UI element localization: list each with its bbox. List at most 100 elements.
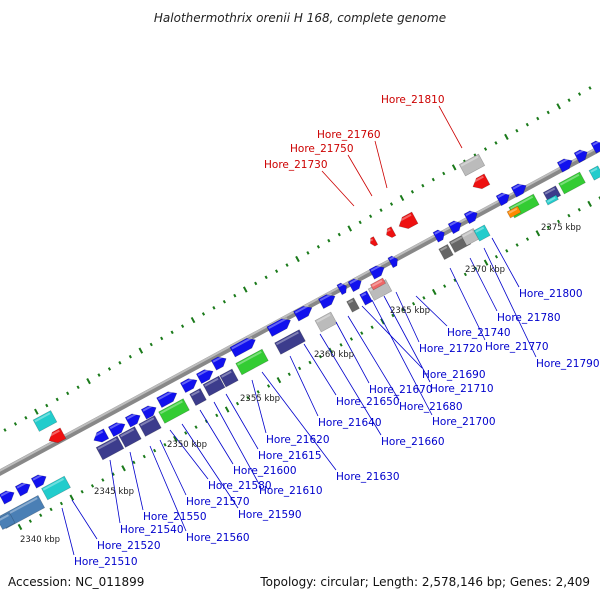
operon-gene — [542, 185, 562, 203]
gene-label[interactable]: Hore_21780 — [497, 312, 561, 324]
leader-line — [347, 154, 373, 197]
gene-label-highlighted[interactable]: Hore_21730 — [264, 159, 328, 171]
gene-label[interactable]: Hore_21615 — [258, 450, 322, 462]
minor-tick — [24, 415, 28, 420]
gene-label[interactable]: Hore_21800 — [519, 288, 583, 300]
gene-label[interactable]: Hore_21720 — [419, 343, 483, 355]
gene-label[interactable]: Hore_21660 — [381, 436, 445, 448]
leader-line — [438, 105, 463, 149]
gene-label[interactable]: Hore_21680 — [399, 401, 463, 413]
leader-line — [61, 507, 75, 556]
minor-tick — [525, 237, 530, 241]
forward-gene — [210, 355, 227, 371]
minor-tick — [410, 190, 415, 194]
kbp-label: 2360 kbp — [314, 350, 354, 360]
forward-gene — [510, 182, 527, 198]
highlight-gene — [47, 427, 67, 444]
gene-label[interactable]: Hore_21620 — [266, 434, 330, 446]
genome-summary-text: Topology: circular; Length: 2,578,146 bp… — [259, 575, 590, 589]
forward-gene — [124, 412, 141, 428]
major-tick — [504, 133, 509, 140]
rna-gene — [158, 398, 190, 424]
gene-label[interactable]: Hore_21740 — [447, 327, 511, 339]
gene-label[interactable]: Hore_21580 — [208, 480, 272, 492]
gene-label-highlighted[interactable]: Hore_21760 — [317, 129, 381, 141]
kbp-label: 2340 kbp — [20, 535, 60, 545]
minor-tick — [577, 207, 581, 212]
major-tick — [242, 286, 248, 293]
gene-label[interactable]: Hore_21600 — [233, 465, 297, 477]
gene-label[interactable]: Hore_21630 — [336, 471, 400, 483]
rna-gene — [473, 224, 491, 242]
gene-label[interactable]: Hore_21590 — [238, 509, 302, 521]
operon-gene — [118, 426, 142, 448]
operon-gene — [138, 415, 162, 437]
minor-tick — [132, 460, 136, 465]
leader-line — [225, 393, 259, 450]
minor-tick — [80, 489, 84, 494]
minor-tick — [306, 251, 310, 255]
minor-tick — [256, 390, 260, 394]
gene-label[interactable]: Hore_21570 — [186, 496, 250, 508]
minor-tick — [411, 301, 416, 306]
forward-gene — [556, 157, 573, 173]
gene-label[interactable]: Hore_21710 — [430, 383, 494, 395]
leader-line — [335, 321, 370, 384]
minor-tick — [235, 401, 240, 406]
minor-tick — [287, 372, 291, 377]
rna-gene — [41, 475, 71, 501]
minor-tick — [28, 519, 32, 523]
leader-line — [483, 247, 537, 358]
gene-label-highlighted[interactable]: Hore_21810 — [381, 94, 445, 106]
gene-label[interactable]: Hore_21540 — [120, 524, 184, 536]
minor-tick — [505, 249, 509, 253]
forward-gene — [432, 229, 445, 243]
major-tick — [431, 288, 437, 296]
major-tick — [86, 378, 91, 385]
gene-label[interactable]: Hore_21640 — [318, 417, 382, 429]
gene-label[interactable]: Hore_21670 — [369, 384, 433, 396]
gene-label[interactable]: Hore_21560 — [186, 532, 250, 544]
minor-tick — [358, 220, 362, 225]
minor-tick — [463, 272, 467, 277]
gene-label[interactable]: Hore_21550 — [143, 511, 207, 523]
highlight-gene — [397, 211, 419, 229]
gene-label[interactable]: Hore_21510 — [74, 556, 138, 568]
highlight-gene — [385, 226, 397, 238]
forward-gene — [347, 278, 362, 293]
gene-label[interactable]: Hore_21690 — [422, 369, 486, 381]
minor-tick — [66, 391, 70, 396]
leader-line — [374, 140, 388, 189]
leader-line — [371, 299, 433, 416]
minor-tick — [285, 263, 289, 267]
major-tick — [224, 406, 230, 413]
leader-line — [159, 439, 187, 496]
pseudo-gene — [458, 153, 486, 177]
gene-label[interactable]: Hore_21520 — [97, 540, 161, 552]
gene-label[interactable]: Hore_21700 — [432, 416, 496, 428]
gene-label[interactable]: Hore_21790 — [536, 358, 600, 370]
minor-tick — [170, 330, 174, 335]
gene-label-highlighted[interactable]: Hore_21750 — [290, 143, 354, 155]
minor-tick — [201, 312, 206, 316]
minor-tick — [567, 213, 571, 218]
major-tick — [173, 435, 178, 442]
gene-label[interactable]: Hore_21650 — [336, 396, 400, 408]
leader-line — [149, 445, 187, 532]
minor-tick — [264, 275, 268, 280]
leader-line — [289, 355, 319, 417]
major-tick — [190, 316, 196, 324]
minor-tick — [194, 425, 198, 429]
gene-label[interactable]: Hore_21610 — [259, 485, 323, 497]
minor-tick — [453, 278, 457, 283]
highlight-gene — [471, 173, 491, 190]
minor-tick — [45, 403, 49, 408]
gene-label[interactable]: Hore_21770 — [485, 341, 549, 353]
minor-tick — [55, 397, 59, 402]
minor-tick — [128, 354, 132, 359]
leader-line — [415, 295, 448, 327]
minor-tick — [369, 214, 373, 219]
kbp-label: 2350 kbp — [167, 440, 207, 450]
forward-gene — [0, 489, 15, 505]
